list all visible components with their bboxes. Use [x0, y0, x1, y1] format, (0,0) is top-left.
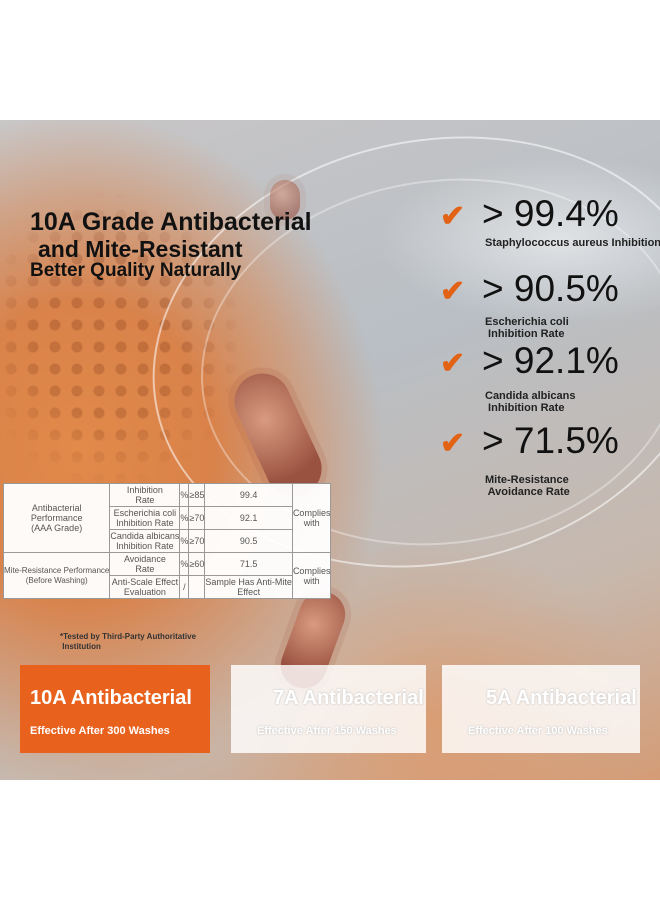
- cell-unit: %: [179, 506, 190, 530]
- stat-label: Escherichia coli Inhibition Rate: [485, 316, 569, 340]
- cell-result: 99.4: [204, 483, 293, 507]
- cell-item: Anti-Scale Effect Evaluation: [109, 575, 181, 599]
- stat-value: > 71.5%: [482, 420, 619, 461]
- cell-conclusion: Complies with: [291, 483, 332, 553]
- headline-line-3: Better Quality Naturally: [30, 260, 242, 281]
- cell-item: Candida albicans Inhibition Rate: [109, 529, 181, 553]
- cell-item: Inhibition Rate: [109, 483, 181, 507]
- stat-value: > 99.4%: [482, 193, 619, 234]
- check-mark-icon: ✔: [440, 275, 466, 308]
- table-row: Candida albicans Inhibition Rate % ≥70 9…: [4, 529, 331, 553]
- bacteria-illustration: [270, 180, 300, 220]
- cell-requirement: ≥85: [188, 483, 206, 507]
- grade-title: 5A Antibacterial: [486, 687, 637, 709]
- cell-item: Avoidance Rate: [109, 552, 181, 576]
- stat-label: Mite-Resistance Avoidance Rate: [485, 474, 570, 498]
- grade-subtitle: Effective After 100 Washes: [468, 725, 608, 737]
- grade-card-10a: 10A Antibacterial Effective After 300 Wa…: [20, 665, 210, 753]
- cell-requirement: [188, 575, 206, 599]
- footnote: *Tested by Third-Party Authoritative Ins…: [60, 632, 197, 651]
- cell-unit: /: [179, 575, 190, 599]
- stat-label: Candida albicans Inhibition Rate: [485, 390, 576, 414]
- table-row: Mite-Resistance Performance (Before Wash…: [2, 552, 332, 599]
- grade-title: 10A Antibacterial: [30, 687, 192, 709]
- grade-card-7a: 7A Antibacterial Effective After 150 Was…: [231, 665, 426, 753]
- check-mark-icon: ✔: [440, 200, 466, 233]
- table-row: Anti-Scale Effect Evaluation / Sample Ha…: [4, 575, 331, 599]
- check-mark-icon: ✔: [440, 427, 466, 460]
- cell-unit: %: [179, 529, 190, 553]
- grade-card-5a: 5A Antibacterial Effective After 100 Was…: [442, 665, 640, 753]
- cell-result: Sample Has Anti-Mite Effect: [204, 575, 293, 599]
- grade-subtitle: Effective After 150 Washes: [257, 725, 397, 737]
- table-row: Antibacterial Performance (AAA Grade) In…: [2, 483, 332, 553]
- stat-label: Staphylococcus aureus Inhibition Rate: [485, 237, 660, 249]
- cell-requirement: ≥70: [188, 506, 206, 530]
- check-mark-icon: ✔: [440, 347, 466, 380]
- grade-subtitle: Effective After 300 Washes: [30, 725, 170, 737]
- cell-conclusion: Complies with: [291, 552, 332, 599]
- group-mite-resistance: Mite-Resistance Performance (Before Wash…: [2, 552, 111, 599]
- stat-value: > 90.5%: [482, 268, 619, 309]
- headline-line-1: 10A Grade Antibacterial: [30, 208, 312, 236]
- cell-result: 90.5: [204, 529, 293, 553]
- cell-result: 71.5: [204, 552, 293, 576]
- test-results-table: Antibacterial Performance (AAA Grade) In…: [2, 483, 332, 599]
- cell-requirement: ≥60: [188, 552, 206, 576]
- cell-requirement: ≥70: [188, 529, 206, 553]
- cell-unit: %: [179, 552, 190, 576]
- group-antibacterial: Antibacterial Performance (AAA Grade): [2, 483, 111, 553]
- fabric-mesh-texture: [0, 160, 300, 540]
- cell-result: 92.1: [204, 506, 293, 530]
- cell-item: Escherichia coli Inhibition Rate: [109, 506, 181, 530]
- cell-unit: %: [179, 483, 190, 507]
- grade-title: 7A Antibacterial: [273, 687, 424, 709]
- headline-line-2: and Mite-Resistant: [38, 236, 243, 262]
- stat-value: > 92.1%: [482, 340, 619, 381]
